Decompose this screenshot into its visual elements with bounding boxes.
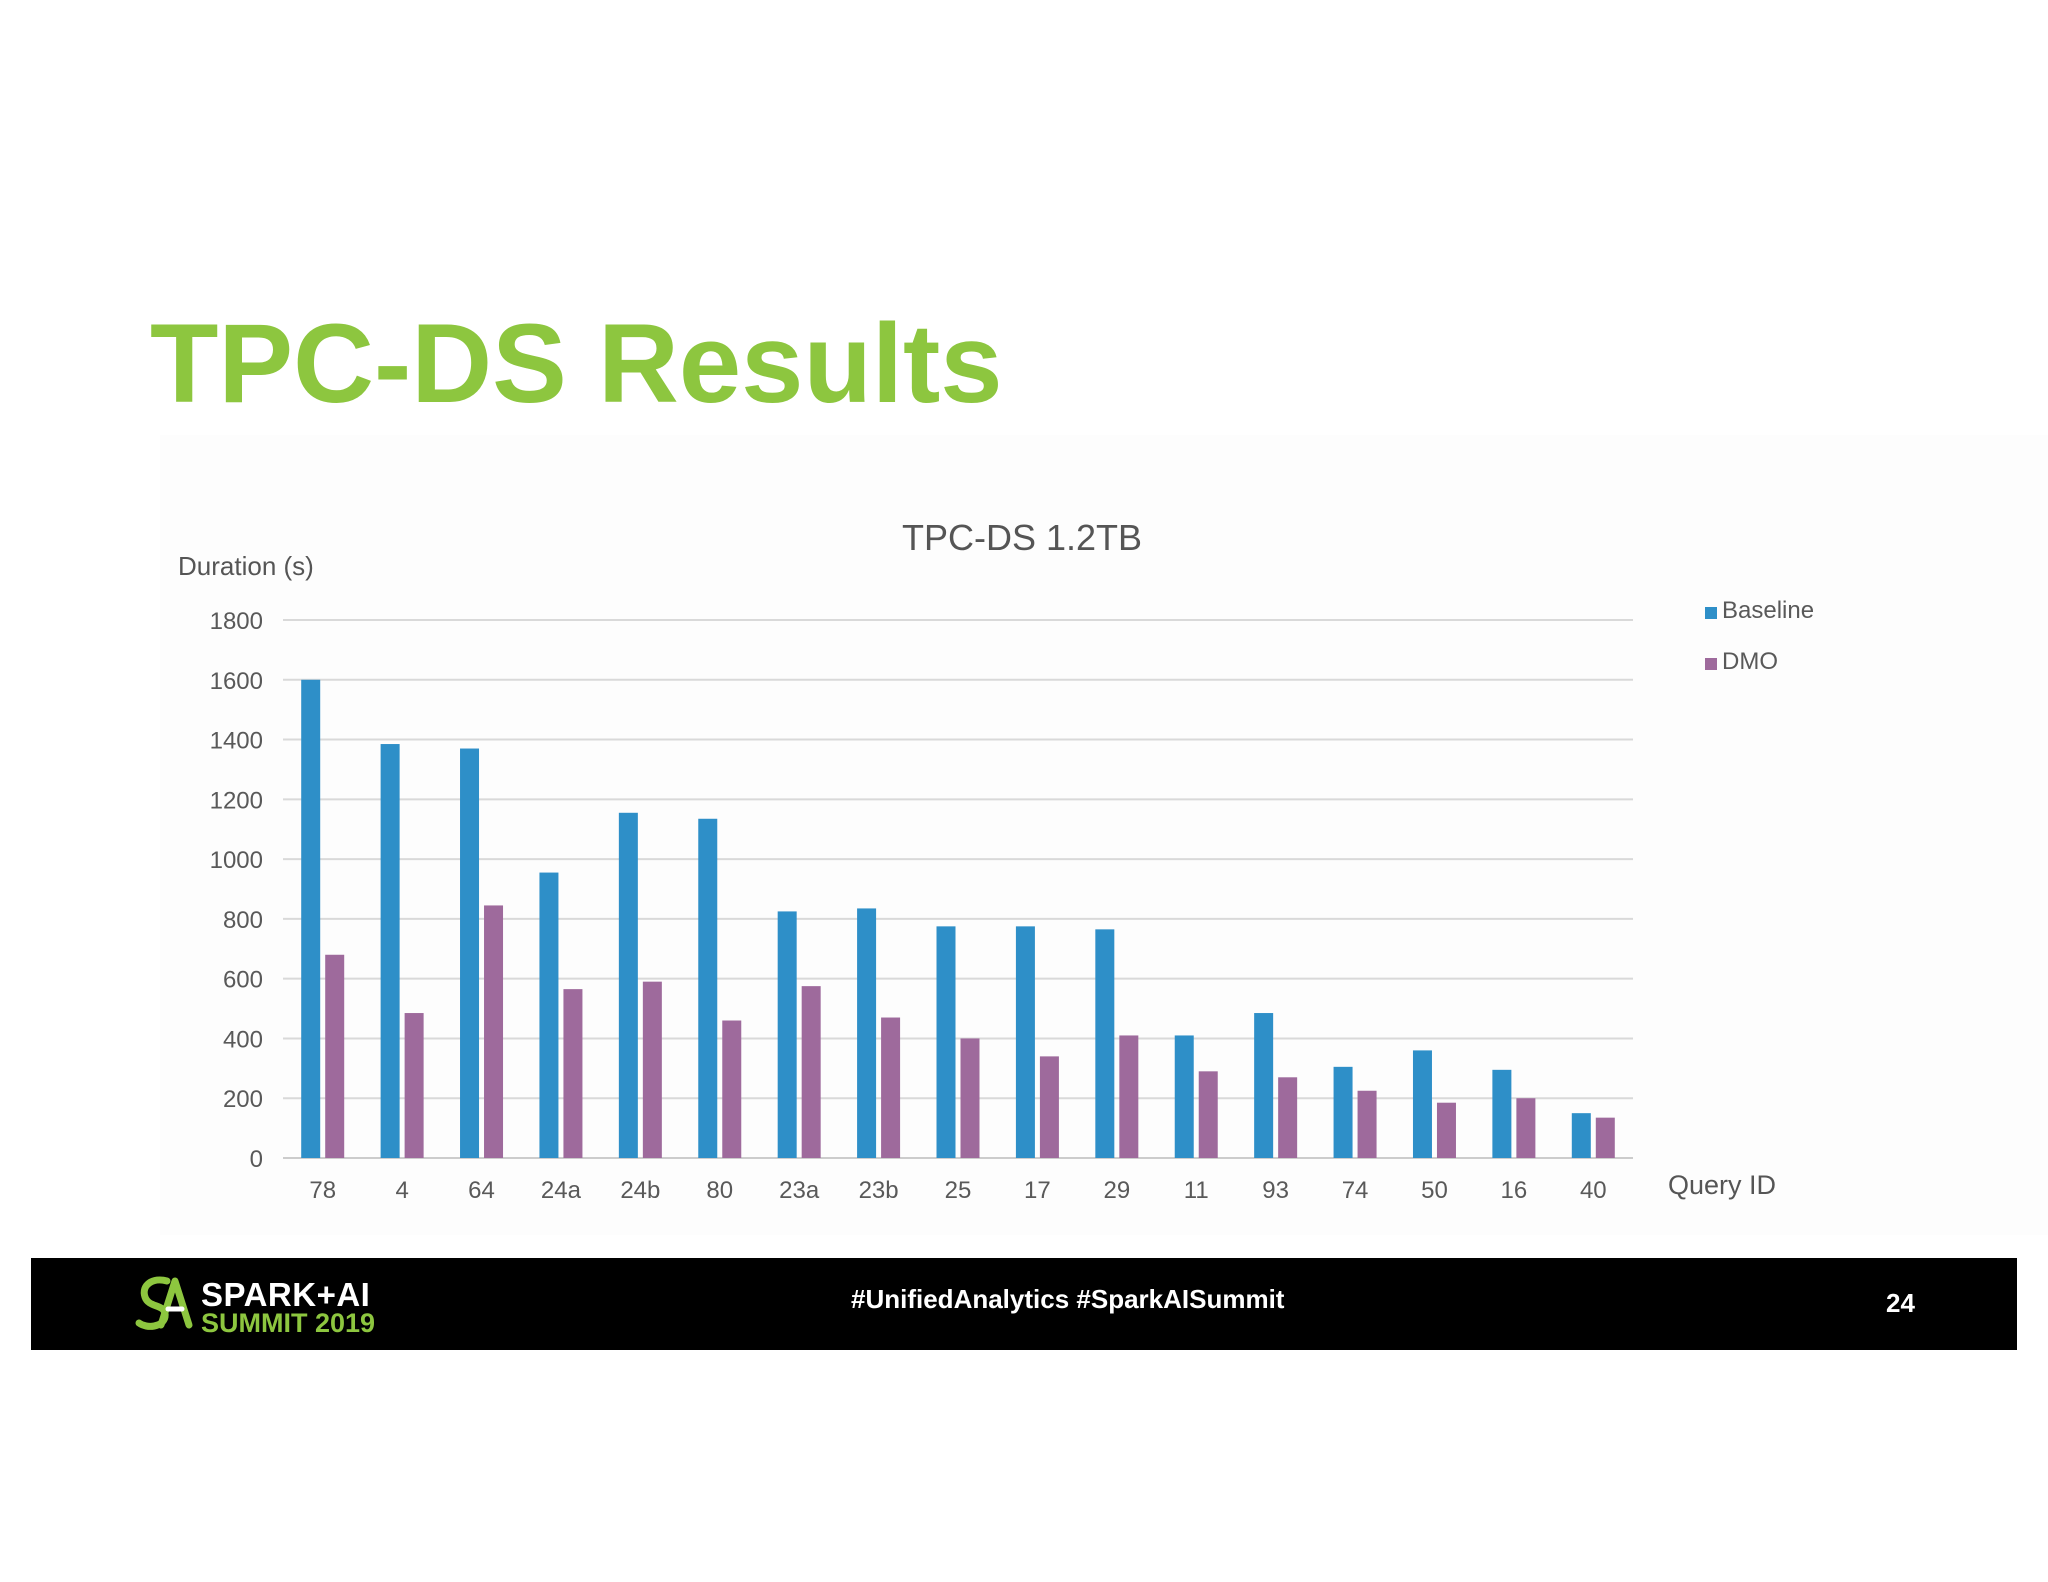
y-tick-label: 200 (223, 1086, 263, 1113)
x-tick-label: 23b (859, 1177, 899, 1204)
spark-ai-summit-logo: SPARK+AI SUMMIT 2019 (131, 1268, 431, 1338)
slide-title: TPC-DS Results (150, 301, 1003, 426)
bar-baseline (777, 911, 797, 1158)
y-tick-label: 1800 (210, 608, 263, 635)
y-tick-label: 0 (250, 1146, 263, 1173)
bar-baseline (380, 744, 400, 1158)
x-tick-label: 29 (1103, 1177, 1130, 1204)
bar-dmo (722, 1020, 742, 1158)
x-tick-label: 80 (706, 1177, 733, 1204)
bar-dmo (1119, 1035, 1139, 1158)
bar-baseline (539, 872, 559, 1158)
chart-title: TPC-DS 1.2TB (902, 517, 1142, 558)
x-tick-label: 25 (945, 1177, 972, 1204)
bar-baseline (618, 812, 638, 1158)
bar-dmo (1516, 1098, 1536, 1158)
y-axis-label: Duration (s) (178, 551, 314, 581)
legend-swatch-dmo (1705, 658, 1717, 670)
brand-event: SUMMIT 2019 (201, 1308, 376, 1338)
footer-hashtags: #UnifiedAnalytics #SparkAISummit (851, 1284, 1285, 1314)
y-tick-label: 600 (223, 967, 263, 994)
x-axis-label: Query ID (1668, 1170, 1776, 1200)
y-tick-label: 800 (223, 907, 263, 934)
y-tick-label: 1400 (210, 728, 263, 755)
bar-dmo (881, 1017, 901, 1158)
bar-baseline (1492, 1069, 1512, 1158)
x-tick-label: 24b (620, 1177, 660, 1204)
bar-baseline (301, 679, 321, 1158)
bar-baseline (936, 926, 956, 1158)
legend-label-dmo: DMO (1722, 648, 1778, 675)
bar-baseline (1174, 1035, 1194, 1158)
x-tick-label: 93 (1262, 1177, 1289, 1204)
bar-baseline (1254, 1013, 1274, 1158)
x-tick-label: 74 (1342, 1177, 1369, 1204)
x-tick-label: 4 (395, 1177, 408, 1204)
legend-swatch-baseline (1705, 607, 1717, 619)
bar-baseline (1095, 929, 1115, 1158)
bar-baseline (1015, 926, 1035, 1158)
bar-dmo (1357, 1090, 1377, 1158)
brand-name: SPARK+AI (201, 1276, 371, 1313)
x-tick-label: 50 (1421, 1177, 1448, 1204)
bar-dmo (1436, 1102, 1456, 1158)
bar-dmo (1039, 1056, 1059, 1158)
x-tick-label: 64 (468, 1177, 495, 1204)
bar-dmo (325, 954, 345, 1158)
y-tick-label: 1000 (210, 847, 263, 874)
x-tick-label: 24a (541, 1177, 582, 1204)
bar-dmo (484, 905, 504, 1158)
bar-baseline (1571, 1113, 1591, 1158)
bar-baseline (1333, 1066, 1353, 1158)
bar-dmo (404, 1013, 424, 1158)
y-tick-label: 400 (223, 1026, 263, 1053)
y-tick-label: 1600 (210, 668, 263, 695)
bar-dmo (1278, 1077, 1298, 1158)
x-tick-label: 17 (1024, 1177, 1051, 1204)
bar-dmo (563, 989, 583, 1158)
bar-baseline (698, 818, 718, 1158)
spark-ai-emblem-icon (135, 1276, 193, 1330)
bar-dmo (960, 1038, 980, 1158)
footer-bar: SPARK+AI SUMMIT 2019 #UnifiedAnalytics #… (31, 1258, 2017, 1350)
x-tick-label: 23a (779, 1177, 820, 1204)
y-tick-label: 1200 (210, 787, 263, 814)
x-tick-label: 40 (1580, 1177, 1607, 1204)
x-tick-label: 16 (1501, 1177, 1528, 1204)
bar-dmo (801, 986, 821, 1158)
x-tick-label: 11 (1184, 1177, 1209, 1204)
legend-label-baseline: Baseline (1722, 597, 1814, 624)
bar-dmo (1198, 1071, 1218, 1158)
bar-baseline (460, 748, 480, 1158)
bar-dmo (642, 981, 662, 1158)
bar-dmo (1595, 1117, 1615, 1158)
bar-baseline (1412, 1050, 1432, 1158)
x-tick-label: 78 (309, 1177, 336, 1204)
bar-baseline (857, 908, 877, 1158)
slide-number: 24 (1886, 1288, 1915, 1318)
